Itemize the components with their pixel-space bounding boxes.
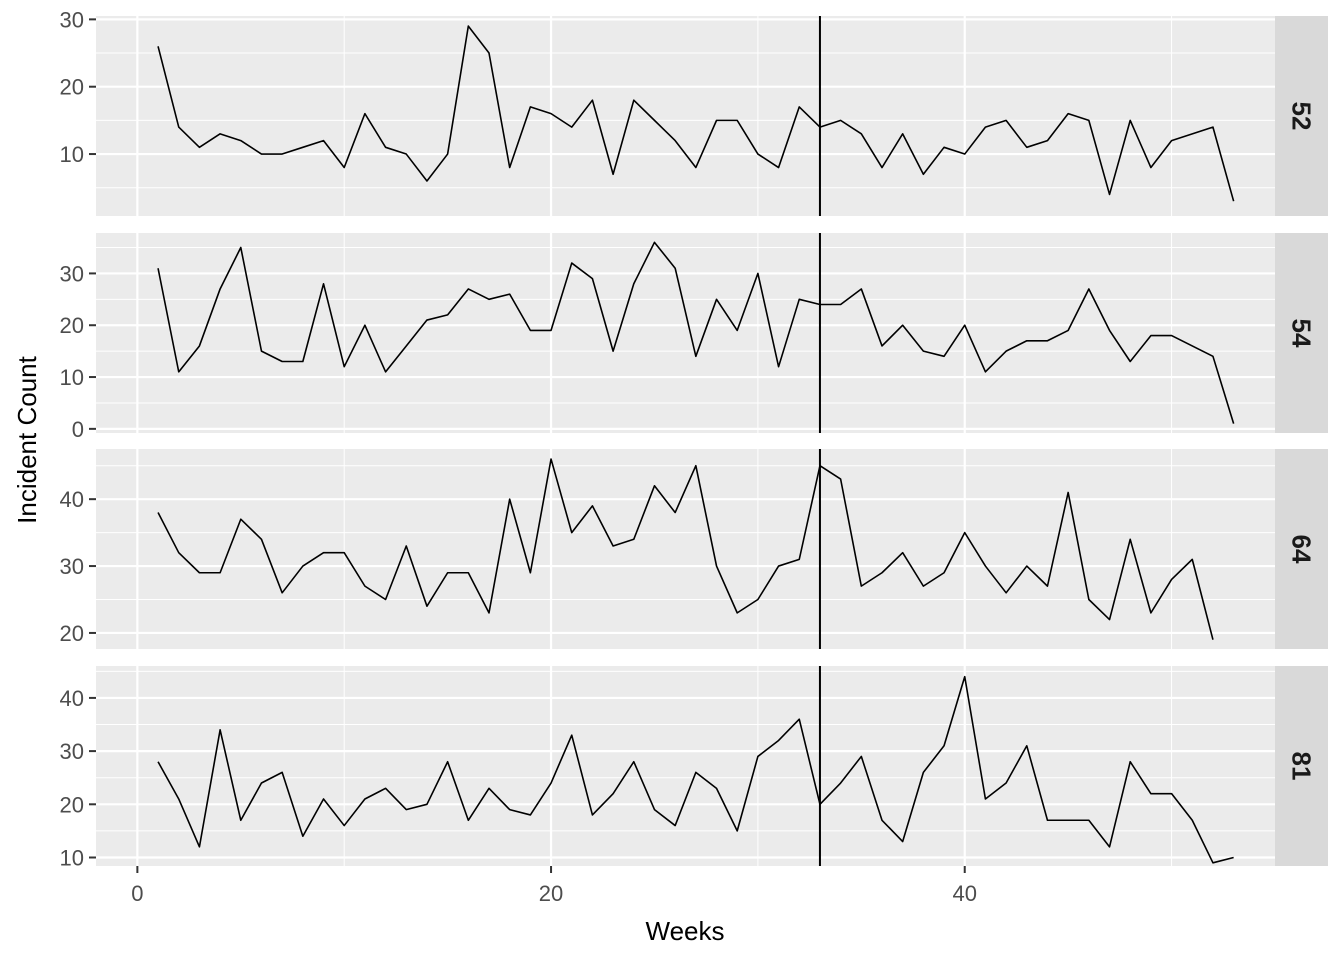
facet-panel-81: 10 20 30 40 81 bbox=[60, 666, 1328, 870]
y-tick-label: 10 bbox=[60, 142, 84, 167]
facet-strip bbox=[1275, 16, 1328, 216]
facet-strip bbox=[1275, 449, 1328, 649]
y-tick-label: 10 bbox=[60, 365, 84, 390]
y-tick-label: 20 bbox=[60, 621, 84, 646]
y-tick-label: 30 bbox=[60, 739, 84, 764]
facet-panel-54: 0 10 20 30 54 bbox=[60, 233, 1328, 442]
y-axis-title: Incident Count bbox=[12, 355, 42, 523]
series-line-52 bbox=[157, 25, 1235, 202]
facet-strip-label: 64 bbox=[1287, 535, 1317, 564]
panel-background bbox=[96, 16, 1275, 216]
facet-strip-label: 52 bbox=[1287, 102, 1317, 131]
y-tick-label: 0 bbox=[72, 417, 84, 442]
facet-strip-label: 81 bbox=[1287, 752, 1317, 781]
facet-strip bbox=[1275, 666, 1328, 866]
y-tick-label: 20 bbox=[60, 792, 84, 817]
y-tick-label: 10 bbox=[60, 845, 84, 870]
facet-strip bbox=[1275, 233, 1328, 433]
facet-strip-label: 54 bbox=[1287, 319, 1317, 348]
series-line-64 bbox=[157, 458, 1214, 640]
y-tick-label: 40 bbox=[60, 487, 84, 512]
x-tick-label: 40 bbox=[952, 881, 976, 906]
panel-background bbox=[96, 449, 1275, 649]
facet-panel-52: 10 20 30 52 bbox=[60, 7, 1328, 216]
y-tick-label: 30 bbox=[60, 554, 84, 579]
x-axis: 0 20 40 bbox=[131, 866, 977, 906]
panel-background bbox=[96, 233, 1275, 433]
y-tick-label: 20 bbox=[60, 75, 84, 100]
y-tick-label: 20 bbox=[60, 313, 84, 338]
facet-panels: 10 20 30 52 0 10 20 30 54 20 30 40 64 10 20 30 40 81 bbox=[60, 7, 1328, 870]
y-tick-label: 40 bbox=[60, 686, 84, 711]
y-tick-label: 30 bbox=[60, 7, 84, 32]
x-tick-label: 0 bbox=[131, 881, 143, 906]
panel-background bbox=[96, 666, 1275, 866]
y-tick-label: 30 bbox=[60, 261, 84, 286]
series-line-54 bbox=[157, 241, 1235, 424]
facet-panel-64: 20 30 40 64 bbox=[60, 449, 1328, 649]
x-axis-title: Weeks bbox=[646, 916, 725, 946]
series-line-81 bbox=[157, 675, 1234, 864]
x-tick-label: 20 bbox=[539, 881, 563, 906]
